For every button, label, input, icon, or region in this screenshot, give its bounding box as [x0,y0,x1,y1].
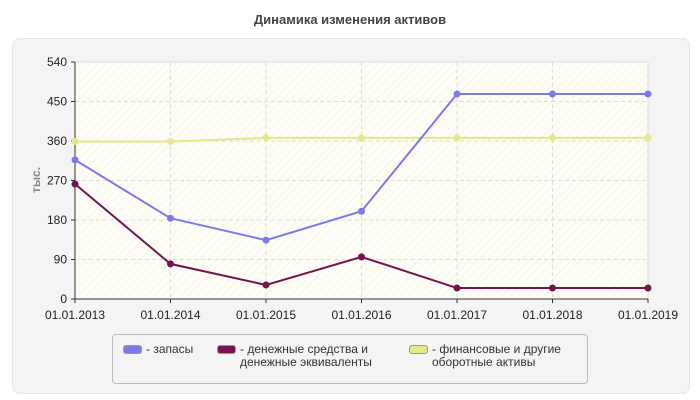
chart-title: Динамика изменения активов [253,12,447,27]
data-point [262,134,270,142]
y-tick-label: 540 [47,55,67,69]
x-tick-label: 01.01.2015 [236,308,296,322]
x-tick-label: 01.01.2016 [331,308,391,322]
data-point [167,214,174,222]
data-point [453,284,461,292]
y-tick-label: 270 [47,174,67,188]
data-point [71,137,79,145]
data-point [262,236,270,244]
y-tick-label: 90 [54,253,68,267]
legend-label: - денежные средства и денежные эквивален… [240,342,372,369]
data-point [358,134,365,142]
data-point [644,134,652,142]
legend-label: - запасы [146,342,194,356]
legend-item-cash: - денежные средства и денежные эквивален… [217,343,377,369]
data-point [453,90,461,98]
legend-item-other-assets: - финансовые и другие оборотные активы [409,343,569,369]
data-point [71,156,79,164]
data-point [549,90,556,98]
y-tick-label: 450 [47,95,67,109]
y-axis-label: тыс. [29,167,43,193]
y-tick-label: 360 [47,134,67,148]
legend-label: - финансовые и другие оборотные активы [432,342,561,369]
data-point [167,137,174,145]
data-point [358,207,365,215]
data-point [453,134,461,142]
legend-swatch [409,345,428,354]
data-point [167,260,174,268]
data-point [262,281,270,289]
legend-swatch [123,345,142,354]
legend: - запасы - денежные средства и денежные … [112,334,588,384]
legend-item-zapasy: - запасы [123,343,193,356]
data-point [644,90,652,98]
y-tick-label: 180 [47,213,67,227]
data-point [358,253,365,261]
y-tick-label: 0 [60,292,67,306]
x-tick-label: 01.01.2019 [618,308,678,322]
data-point [549,134,556,142]
data-point [71,180,79,188]
x-tick-label: 01.01.2014 [140,308,200,322]
x-tick-label: 01.01.2018 [522,308,582,322]
data-point [549,284,556,292]
legend-swatch [217,345,236,354]
x-tick-label: 01.01.2017 [427,308,487,322]
data-point [644,284,652,292]
x-tick-label: 01.01.2013 [45,308,105,322]
